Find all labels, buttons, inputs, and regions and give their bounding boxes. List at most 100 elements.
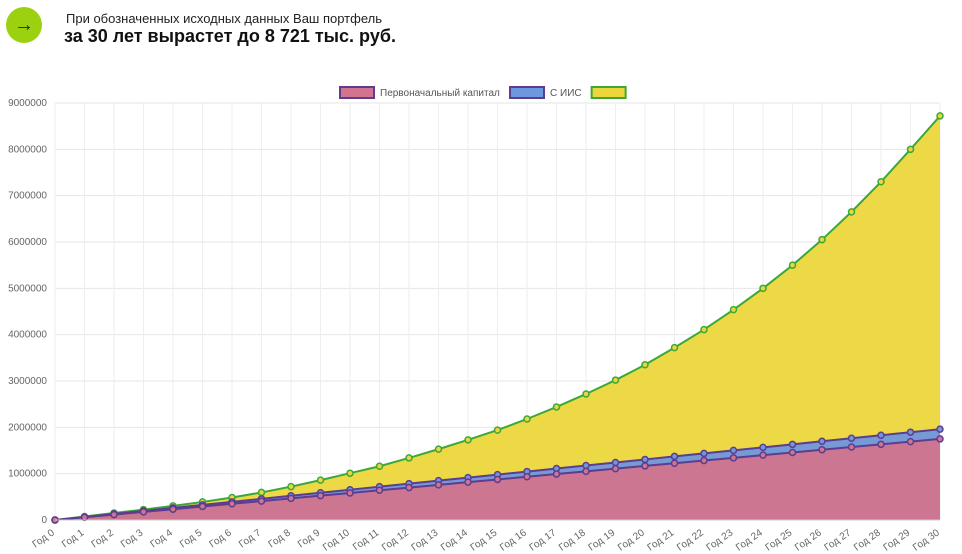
data-point [818, 437, 826, 446]
data-point [523, 415, 531, 423]
data-point [936, 435, 944, 443]
x-tick-label: Год 18 [557, 527, 588, 553]
data-point [611, 458, 620, 467]
data-point [670, 459, 679, 467]
x-tick-label: Год 12 [380, 527, 411, 553]
x-tick-label: Год 16 [498, 527, 529, 553]
y-tick-label: 5000000 [8, 283, 47, 294]
x-tick-label: Год 1 [60, 527, 87, 550]
data-point [198, 502, 207, 511]
data-point [670, 452, 679, 461]
x-tick-label: Год 24 [734, 527, 765, 553]
data-point [936, 112, 944, 120]
x-tick-label: Год 11 [351, 527, 381, 553]
y-tick-label: 1000000 [8, 469, 47, 480]
x-tick-label: Год 25 [763, 527, 794, 553]
y-tick-label: 3000000 [8, 376, 47, 387]
data-point [906, 437, 915, 446]
data-point [641, 462, 649, 470]
data-point [169, 505, 177, 513]
data-point [759, 284, 767, 293]
x-tick-label: Год 29 [881, 527, 912, 553]
x-tick-label: Год 26 [793, 527, 824, 553]
arrow-right-icon[interactable]: → [6, 7, 42, 43]
data-point [493, 426, 502, 434]
data-point [523, 473, 531, 481]
data-point [80, 513, 89, 522]
legend-label: С ИИС [550, 88, 582, 99]
data-point [818, 235, 826, 244]
legend-swatch [339, 86, 375, 99]
data-point [316, 476, 325, 484]
data-point [847, 208, 856, 216]
data-point [434, 445, 443, 453]
data-point [877, 178, 885, 186]
data-point [641, 455, 649, 464]
data-point [847, 434, 856, 443]
y-tick-label: 8000000 [8, 144, 47, 155]
result-header: → При обозначенных исходных данных Ваш п… [0, 0, 962, 70]
data-point [405, 454, 413, 462]
data-point [906, 145, 915, 154]
data-point [818, 445, 826, 454]
data-point [641, 361, 649, 369]
x-tick-label: Год 0 [31, 527, 58, 550]
data-point [670, 343, 679, 352]
data-point [316, 491, 325, 500]
x-tick-label: Год 8 [267, 527, 294, 550]
data-point [493, 475, 502, 484]
x-tick-label: Год 14 [439, 527, 470, 553]
data-point [759, 443, 767, 452]
data-point [434, 481, 443, 489]
data-point [611, 464, 620, 473]
data-point [582, 467, 590, 476]
data-point [375, 486, 384, 495]
legend-label: Первоначальный капитал [380, 88, 500, 99]
y-tick-label: 9000000 [8, 98, 47, 109]
x-tick-label: Год 22 [675, 527, 706, 553]
y-tick-label: 0 [41, 515, 47, 526]
y-tick-label: 7000000 [8, 191, 47, 202]
data-point [139, 508, 148, 516]
data-point [788, 448, 797, 457]
data-point [346, 489, 354, 497]
data-point [464, 436, 472, 444]
data-point [906, 428, 915, 436]
x-tick-label: Год 5 [178, 527, 205, 550]
x-tick-label: Год 15 [468, 527, 499, 553]
x-tick-label: Год 10 [321, 527, 352, 553]
data-point [759, 451, 767, 459]
x-tick-label: Год 27 [822, 527, 853, 553]
data-point [877, 440, 885, 449]
data-point [700, 325, 708, 334]
data-point [228, 500, 236, 508]
data-point [257, 497, 266, 505]
result-headline: за 30 лет вырастет до 8 721 тыс. руб. [64, 26, 396, 46]
legend: Первоначальный капитал С ИИС [339, 86, 627, 99]
x-tick-label: Год 3 [119, 527, 146, 550]
data-point [552, 470, 561, 478]
data-point [729, 446, 738, 455]
data-point [700, 456, 708, 465]
result-subtitle: При обозначенных исходных данных Ваш пор… [66, 11, 382, 26]
legend-swatch [509, 86, 546, 99]
data-point [729, 305, 738, 314]
x-tick-label: Год 9 [296, 527, 323, 550]
series-area [55, 115, 940, 520]
x-tick-label: Год 7 [237, 527, 264, 550]
y-tick-label: 4000000 [8, 330, 47, 341]
data-point [788, 261, 797, 269]
x-tick-label: Год 21 [645, 527, 676, 553]
x-tick-label: Год 17 [527, 527, 558, 553]
data-point [375, 462, 384, 471]
data-point [936, 425, 944, 433]
x-tick-label: Год 6 [208, 527, 235, 550]
data-point [110, 510, 118, 519]
legend-swatch [590, 86, 627, 99]
data-point [257, 488, 266, 497]
x-tick-label: Год 4 [149, 527, 176, 550]
data-point [346, 469, 354, 477]
x-tick-label: Год 23 [704, 527, 735, 553]
data-point [729, 454, 738, 462]
data-point [582, 390, 590, 398]
